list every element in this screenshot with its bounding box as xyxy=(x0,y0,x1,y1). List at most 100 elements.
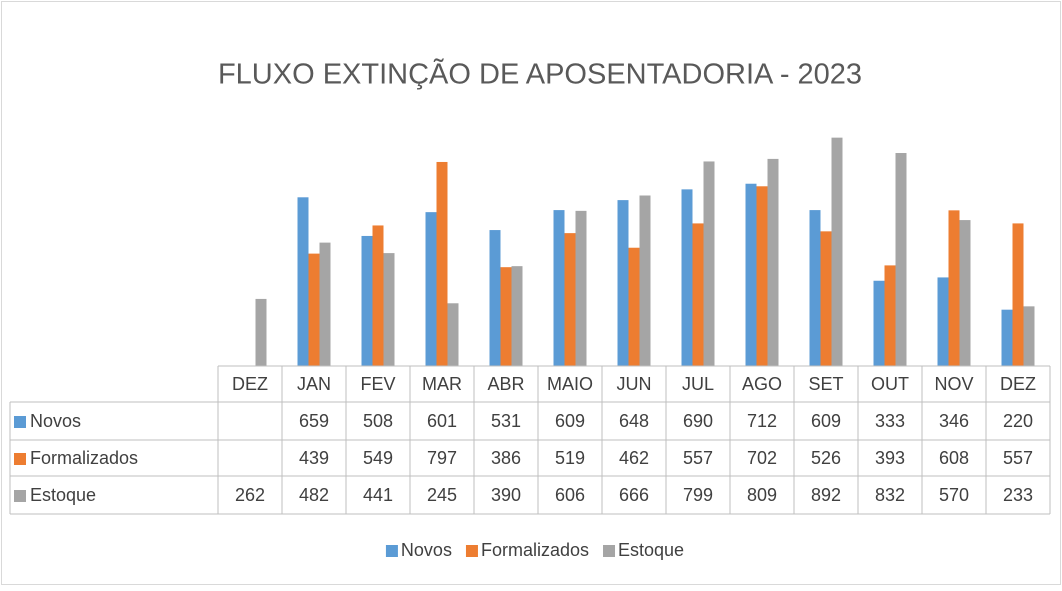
bar xyxy=(895,153,907,366)
table-value: 233 xyxy=(1003,485,1033,505)
bar xyxy=(361,235,373,366)
table-value: 659 xyxy=(299,411,329,431)
table-value: 809 xyxy=(747,485,777,505)
x-tick-label: FEV xyxy=(360,374,395,394)
bar xyxy=(564,233,576,366)
table-value: 799 xyxy=(683,485,713,505)
bar xyxy=(831,137,843,366)
legend-key xyxy=(14,416,26,428)
bar xyxy=(447,303,459,366)
bar xyxy=(809,210,821,366)
bar xyxy=(319,242,331,366)
table-value: 439 xyxy=(299,448,329,468)
table-value: 609 xyxy=(555,411,585,431)
table-value: 531 xyxy=(491,411,521,431)
bar xyxy=(639,195,651,366)
x-tick-label: DEZ xyxy=(1000,374,1036,394)
table-value: 690 xyxy=(683,411,713,431)
table-value: 245 xyxy=(427,485,457,505)
bar xyxy=(959,220,971,366)
bar xyxy=(884,265,896,366)
table-value: 386 xyxy=(491,448,521,468)
table-value: 648 xyxy=(619,411,649,431)
legend-label: Novos xyxy=(401,540,452,560)
bar xyxy=(553,210,565,366)
bar xyxy=(436,161,448,366)
table-value: 441 xyxy=(363,485,393,505)
table-value: 333 xyxy=(875,411,905,431)
bar xyxy=(820,231,832,366)
bar xyxy=(703,161,715,366)
row-label: Formalizados xyxy=(30,448,138,468)
bar xyxy=(500,267,512,366)
x-tick-label: AGO xyxy=(742,374,782,394)
table-value: 262 xyxy=(235,485,265,505)
bar xyxy=(617,200,629,366)
x-tick-label: JUN xyxy=(617,374,652,394)
table-value: 702 xyxy=(747,448,777,468)
table-value: 557 xyxy=(683,448,713,468)
chart-title: FLUXO EXTINÇÃO DE APOSENTADORIA - 2023 xyxy=(218,57,862,91)
bar xyxy=(308,253,320,366)
x-tick-label: ABR xyxy=(487,374,524,394)
bar xyxy=(745,183,757,366)
table-value: 557 xyxy=(1003,448,1033,468)
legend-key xyxy=(14,490,26,502)
table-value: 549 xyxy=(363,448,393,468)
table-value: 892 xyxy=(811,485,841,505)
table-value: 220 xyxy=(1003,411,1033,431)
legend-key xyxy=(603,545,616,557)
bar xyxy=(681,189,693,366)
table-value: 390 xyxy=(491,485,521,505)
row-label: Estoque xyxy=(30,485,96,505)
bar xyxy=(628,247,640,366)
bar xyxy=(425,212,437,366)
bar xyxy=(255,298,267,366)
table-value: 526 xyxy=(811,448,841,468)
legend-label: Estoque xyxy=(618,540,684,560)
x-tick-label: MAR xyxy=(422,374,462,394)
x-tick-label: NOV xyxy=(934,374,973,394)
bar xyxy=(1001,309,1013,366)
bar xyxy=(692,223,704,366)
table-value: 519 xyxy=(555,448,585,468)
table-value: 712 xyxy=(747,411,777,431)
table-value: 570 xyxy=(939,485,969,505)
bar xyxy=(372,225,384,366)
table-value: 606 xyxy=(555,485,585,505)
table-value: 393 xyxy=(875,448,905,468)
bar xyxy=(489,230,501,366)
table-value: 482 xyxy=(299,485,329,505)
bar xyxy=(575,210,587,366)
legend-key xyxy=(385,545,398,557)
table-value: 608 xyxy=(939,448,969,468)
bar xyxy=(297,197,309,366)
table-value: 797 xyxy=(427,448,457,468)
table-value: 346 xyxy=(939,411,969,431)
row-label: Novos xyxy=(30,411,81,431)
table-value: 832 xyxy=(875,485,905,505)
table-value: 609 xyxy=(811,411,841,431)
bar xyxy=(1023,306,1035,366)
bar xyxy=(948,210,960,366)
table-value: 462 xyxy=(619,448,649,468)
legend-label: Formalizados xyxy=(481,540,589,560)
bar xyxy=(383,253,395,366)
legend-key xyxy=(465,545,478,557)
x-tick-label: JUL xyxy=(682,374,714,394)
legend-key xyxy=(14,453,26,465)
bar xyxy=(767,158,779,366)
x-tick-label: JAN xyxy=(297,374,331,394)
bar xyxy=(937,277,949,366)
bar xyxy=(873,280,885,366)
table-value: 508 xyxy=(363,411,393,431)
x-tick-label: MAIO xyxy=(547,374,593,394)
bar xyxy=(756,186,768,366)
bar xyxy=(1012,223,1024,366)
bar xyxy=(511,266,523,366)
x-tick-label: OUT xyxy=(871,374,909,394)
table-value: 601 xyxy=(427,411,457,431)
x-tick-label: SET xyxy=(808,374,843,394)
x-tick-label: DEZ xyxy=(232,374,268,394)
